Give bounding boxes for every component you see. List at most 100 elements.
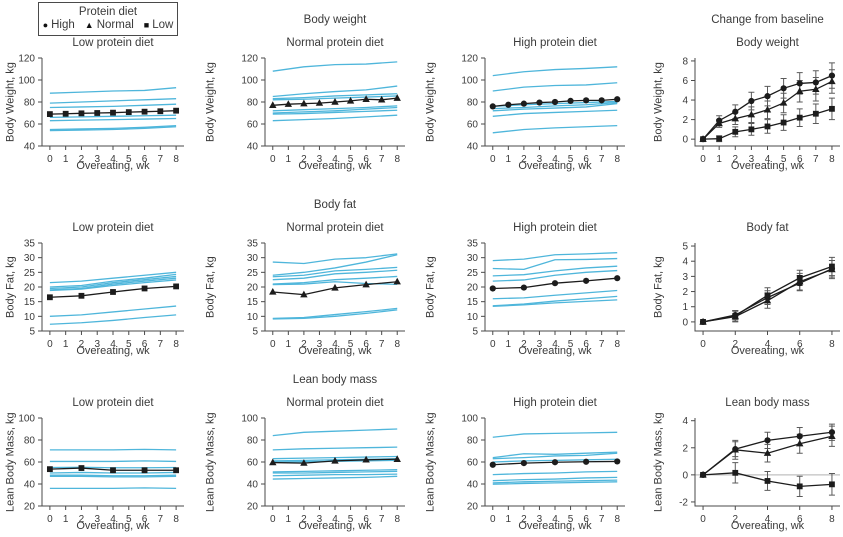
plot-body-weight-normal: 40 60 80 100 120 0 1 2 3 4 5 6 7 8: [241, 54, 405, 165]
svg-text:8: 8: [394, 514, 400, 525]
svg-text:8: 8: [614, 339, 620, 350]
svg-text:4: 4: [332, 514, 338, 525]
svg-text:100: 100: [18, 414, 35, 425]
svg-text:1: 1: [286, 154, 292, 165]
svg-text:8: 8: [394, 154, 400, 165]
svg-text:4: 4: [682, 96, 688, 107]
svg-text:5: 5: [348, 154, 354, 165]
svg-text:4: 4: [682, 257, 688, 268]
svg-text:40: 40: [467, 480, 479, 491]
svg-text:10: 10: [24, 312, 36, 323]
svg-text:8: 8: [173, 154, 179, 165]
svg-text:7: 7: [599, 339, 605, 350]
svg-text:3: 3: [682, 272, 688, 283]
svg-text:120: 120: [241, 54, 258, 65]
x-axis-label: Overeating, wk: [518, 160, 592, 172]
svg-text:40: 40: [247, 480, 259, 491]
svg-text:20: 20: [24, 502, 36, 513]
x-axis-label: Overeating, wk: [298, 160, 372, 172]
svg-text:8: 8: [682, 56, 688, 67]
svg-text:6: 6: [363, 514, 369, 525]
svg-text:5: 5: [348, 339, 354, 350]
legend-label-low: Low: [152, 19, 174, 31]
svg-text:120: 120: [18, 54, 35, 65]
svg-text:0: 0: [490, 514, 496, 525]
square-marker-icon: ■: [143, 20, 150, 30]
svg-text:3: 3: [749, 154, 755, 165]
svg-text:1: 1: [286, 339, 292, 350]
svg-text:0: 0: [700, 339, 706, 350]
svg-text:0: 0: [270, 514, 276, 525]
plot-lean-mass-normal: 20 40 60 80 100 0 1 2 3 4 5 6 7 8: [241, 414, 405, 525]
svg-text:0: 0: [270, 154, 276, 165]
svg-text:-2: -2: [679, 497, 688, 508]
svg-text:8: 8: [394, 339, 400, 350]
svg-text:5: 5: [568, 154, 574, 165]
svg-text:6: 6: [142, 339, 148, 350]
svg-text:6: 6: [363, 154, 369, 165]
svg-text:6: 6: [797, 154, 803, 165]
column-group-title: Body fat: [313, 199, 357, 211]
chart-body-weight-high-protein: High protein diet Body Weight, kg 40 60 80…: [420, 0, 640, 185]
legend-label-normal: Normal: [96, 19, 134, 31]
legend-title: Protein diet: [78, 6, 138, 18]
svg-text:4: 4: [332, 154, 338, 165]
legend-items: ● High ▲ Normal ■ Low: [39, 19, 177, 31]
svg-text:1: 1: [716, 154, 722, 165]
chart-title: Body fat: [746, 222, 789, 234]
svg-text:60: 60: [247, 458, 259, 469]
svg-text:100: 100: [241, 76, 258, 87]
svg-text:4: 4: [110, 339, 116, 350]
svg-text:2: 2: [521, 339, 527, 350]
svg-text:3: 3: [317, 339, 323, 350]
svg-text:2: 2: [682, 115, 688, 126]
svg-text:5: 5: [126, 154, 132, 165]
svg-text:3: 3: [94, 339, 100, 350]
chart-title: Low protein diet: [72, 37, 154, 49]
svg-text:2: 2: [79, 339, 85, 350]
svg-text:0: 0: [700, 154, 706, 165]
svg-text:0: 0: [47, 154, 53, 165]
svg-text:2: 2: [301, 514, 307, 525]
chart-body-fat-high-protein: High protein diet Body Fat, kg 5 10 15 20 25…: [420, 185, 640, 362]
chart-change-lean-mass: Lean body mass Lean Body Mass, kg -2 0 2 4 0…: [640, 360, 843, 537]
chart-lean-mass-high-protein: High protein diet Lean Body Mass, kg 20 4…: [420, 360, 640, 537]
chart-title: High protein diet: [513, 37, 597, 49]
svg-text:80: 80: [467, 436, 479, 447]
x-axis-label: Overeating, wk: [76, 520, 150, 532]
svg-text:60: 60: [247, 120, 259, 131]
svg-text:4: 4: [110, 154, 116, 165]
chart-lean-mass-normal-protein: Lean body mass Normal protein diet Lean …: [200, 360, 420, 537]
svg-text:3: 3: [317, 514, 323, 525]
x-axis-label: Overeating, wk: [518, 520, 592, 532]
svg-text:80: 80: [24, 436, 36, 447]
svg-text:35: 35: [24, 239, 36, 250]
svg-text:3: 3: [94, 154, 100, 165]
svg-text:1: 1: [682, 302, 688, 313]
svg-text:4: 4: [552, 339, 558, 350]
triangle-marker-icon: ▲: [84, 20, 94, 30]
svg-text:120: 120: [461, 54, 478, 65]
x-axis-label: Overeating, wk: [730, 345, 805, 357]
svg-text:8: 8: [829, 339, 835, 350]
svg-text:100: 100: [461, 76, 478, 87]
x-axis-label: Overeating, wk: [76, 160, 150, 172]
svg-text:5: 5: [126, 339, 132, 350]
svg-text:2: 2: [301, 154, 307, 165]
svg-text:35: 35: [247, 239, 259, 250]
svg-text:60: 60: [24, 458, 36, 469]
svg-text:5: 5: [781, 154, 787, 165]
chart-title: Normal protein diet: [286, 222, 384, 234]
svg-text:6: 6: [797, 339, 803, 350]
svg-text:20: 20: [467, 283, 479, 294]
svg-text:7: 7: [599, 514, 605, 525]
svg-text:1: 1: [63, 514, 69, 525]
svg-text:6: 6: [797, 514, 803, 525]
svg-text:7: 7: [379, 339, 385, 350]
x-axis-label: Overeating, wk: [518, 345, 592, 357]
svg-text:3: 3: [537, 514, 543, 525]
svg-text:2: 2: [301, 339, 307, 350]
svg-text:20: 20: [247, 283, 259, 294]
